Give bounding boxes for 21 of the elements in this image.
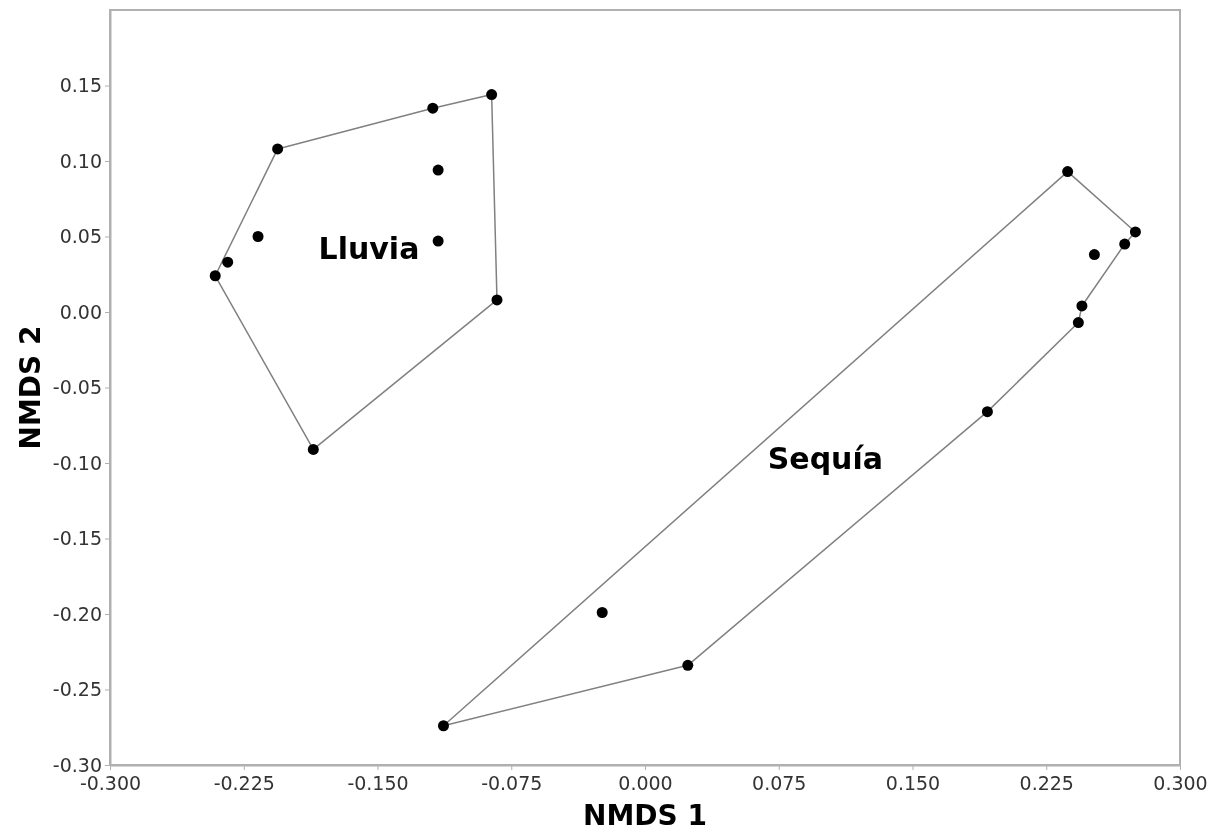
y-axis-title: NMDS 2 [14,325,47,450]
y-tick-label: -0.20 [52,602,102,625]
annotation: Sequía [767,441,883,477]
y-tick-label: -0.10 [52,451,102,474]
x-tick-label: 0.150 [885,772,941,795]
annotation: Lluvia [318,231,420,267]
y-tick-label: -0.15 [52,527,102,550]
x-tick-label: 0.075 [752,772,807,795]
x-tick-label: -0.075 [481,772,543,795]
y-tick-label: 0.00 [59,300,102,323]
y-tick-label: -0.25 [52,678,102,701]
x-tick-label: -0.150 [347,772,409,795]
y-tick-label: 0.15 [59,74,102,97]
y-tick-label: 0.05 [59,225,102,248]
x-tick-label: 0.300 [1153,772,1208,795]
x-tick-label: -0.225 [213,772,275,795]
x-tick-label: 0.000 [618,772,673,795]
y-tick-label: -0.05 [52,376,102,399]
y-tick-label: 0.10 [59,149,102,172]
x-tick-label: 0.225 [1019,772,1074,795]
x-axis-title: NMDS 1 [583,799,707,832]
